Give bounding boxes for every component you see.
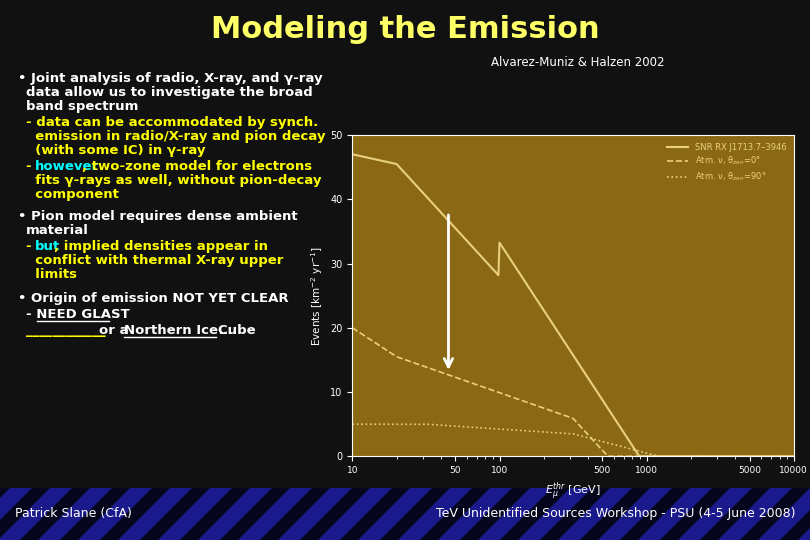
Line: Atm. ν, θ$_{zen}$=90°: Atm. ν, θ$_{zen}$=90° bbox=[352, 424, 794, 456]
Atm. ν, θ$_{zen}$=90° bbox=[347, 421, 357, 428]
Polygon shape bbox=[620, 488, 690, 540]
Atm. ν, θ$_{zen}$=0° bbox=[626, 453, 636, 460]
Text: but: but bbox=[35, 240, 60, 253]
Atm. ν, θ$_{zen}$=0° bbox=[669, 453, 679, 460]
Atm. ν, θ$_{zen}$=90° bbox=[669, 453, 679, 460]
Text: …: … bbox=[219, 324, 232, 337]
Bar bbox=[0, 488, 810, 540]
Polygon shape bbox=[340, 488, 410, 540]
Y-axis label: Events [km$^{-2}$ yr$^{-1}$]: Events [km$^{-2}$ yr$^{-1}$] bbox=[309, 246, 325, 346]
SNR RX J1713.7–3946 bbox=[492, 269, 501, 276]
Polygon shape bbox=[220, 488, 290, 540]
Text: band spectrum: band spectrum bbox=[26, 100, 139, 113]
Atm. ν, θ$_{zen}$=90° bbox=[492, 426, 501, 432]
Atm. ν, θ$_{zen}$=90° bbox=[522, 428, 532, 434]
Text: or a: or a bbox=[99, 324, 133, 337]
Polygon shape bbox=[0, 488, 10, 540]
Text: • Origin of emission NOT YET CLEAR: • Origin of emission NOT YET CLEAR bbox=[18, 292, 288, 305]
Atm. ν, θ$_{zen}$=90° bbox=[655, 453, 665, 460]
Text: Patrick Slane (CfA): Patrick Slane (CfA) bbox=[15, 508, 132, 521]
Atm. ν, θ$_{zen}$=0° bbox=[789, 453, 799, 460]
Text: (with some IC) in γ-ray: (with some IC) in γ-ray bbox=[26, 144, 206, 157]
Text: TeV Unidentified Sources Workshop - PSU (4-5 June 2008): TeV Unidentified Sources Workshop - PSU … bbox=[436, 508, 795, 521]
Polygon shape bbox=[660, 488, 730, 540]
Legend: SNR RX J1713.7–3946, Atm. ν, θ$_{zen}$=0°, Atm. ν, θ$_{zen}$=90°: SNR RX J1713.7–3946, Atm. ν, θ$_{zen}$=0… bbox=[664, 139, 790, 186]
Text: • Joint analysis of radio, X-ray, and γ-ray: • Joint analysis of radio, X-ray, and γ-… bbox=[18, 72, 322, 85]
SNR RX J1713.7–3946 bbox=[347, 151, 357, 158]
SNR RX J1713.7–3946 bbox=[635, 453, 645, 460]
Text: component: component bbox=[26, 188, 119, 201]
Atm. ν, θ$_{zen}$=0° bbox=[667, 453, 677, 460]
Text: fits γ-rays as well, without pion-decay: fits γ-rays as well, without pion-decay bbox=[26, 174, 322, 187]
Polygon shape bbox=[180, 488, 250, 540]
Polygon shape bbox=[100, 488, 170, 540]
Polygon shape bbox=[260, 488, 330, 540]
Text: - data can be accommodated by synch.: - data can be accommodated by synch. bbox=[26, 116, 318, 129]
SNR RX J1713.7–3946 bbox=[401, 171, 411, 177]
Polygon shape bbox=[540, 488, 610, 540]
Text: however: however bbox=[35, 160, 99, 173]
Text: emission in radio/X-ray and pion decay: emission in radio/X-ray and pion decay bbox=[26, 130, 326, 143]
Polygon shape bbox=[380, 488, 450, 540]
Text: limits: limits bbox=[26, 268, 77, 281]
Text: conflict with thermal X-ray upper: conflict with thermal X-ray upper bbox=[26, 254, 284, 267]
SNR RX J1713.7–3946 bbox=[669, 453, 679, 460]
Text: Modeling the Emission: Modeling the Emission bbox=[211, 16, 599, 44]
Text: data allow us to investigate the broad: data allow us to investigate the broad bbox=[26, 86, 313, 99]
SNR RX J1713.7–3946 bbox=[522, 282, 532, 288]
Line: SNR RX J1713.7–3946: SNR RX J1713.7–3946 bbox=[352, 154, 794, 456]
Text: , implied densities appear in: , implied densities appear in bbox=[54, 240, 268, 253]
Atm. ν, θ$_{zen}$=90° bbox=[789, 453, 799, 460]
Text: ____________: ____________ bbox=[26, 324, 105, 337]
SNR RX J1713.7–3946 bbox=[667, 453, 677, 460]
Atm. ν, θ$_{zen}$=90° bbox=[401, 421, 411, 428]
Atm. ν, θ$_{zen}$=0° bbox=[492, 388, 501, 395]
Atm. ν, θ$_{zen}$=0° bbox=[401, 356, 411, 363]
Polygon shape bbox=[60, 488, 130, 540]
Atm. ν, θ$_{zen}$=90° bbox=[625, 446, 635, 452]
Polygon shape bbox=[700, 488, 770, 540]
Polygon shape bbox=[740, 488, 810, 540]
Text: material: material bbox=[26, 224, 89, 237]
Line: Atm. ν, θ$_{zen}$=0°: Atm. ν, θ$_{zen}$=0° bbox=[352, 328, 794, 456]
Polygon shape bbox=[580, 488, 650, 540]
Polygon shape bbox=[780, 488, 810, 540]
Text: -: - bbox=[26, 240, 36, 253]
Atm. ν, θ$_{zen}$=0° bbox=[347, 325, 357, 331]
Text: - NEED GLAST: - NEED GLAST bbox=[26, 308, 130, 321]
Text: • Pion model requires dense ambient: • Pion model requires dense ambient bbox=[18, 210, 297, 223]
Text: , two-zone model for electrons: , two-zone model for electrons bbox=[82, 160, 312, 173]
Atm. ν, θ$_{zen}$=90° bbox=[667, 453, 677, 460]
Atm. ν, θ$_{zen}$=0° bbox=[603, 453, 613, 460]
Text: -: - bbox=[26, 160, 36, 173]
Polygon shape bbox=[460, 488, 530, 540]
X-axis label: $E_{\mu}^{thr}$ [GeV]: $E_{\mu}^{thr}$ [GeV] bbox=[545, 481, 601, 503]
Polygon shape bbox=[300, 488, 370, 540]
Polygon shape bbox=[0, 488, 50, 540]
Text: Northern IceCube: Northern IceCube bbox=[124, 324, 256, 337]
Text: Alvarez-Muniz & Halzen 2002: Alvarez-Muniz & Halzen 2002 bbox=[491, 56, 665, 69]
SNR RX J1713.7–3946 bbox=[789, 453, 799, 460]
SNR RX J1713.7–3946 bbox=[625, 439, 635, 446]
Polygon shape bbox=[500, 488, 570, 540]
Polygon shape bbox=[420, 488, 490, 540]
Polygon shape bbox=[20, 488, 90, 540]
Atm. ν, θ$_{zen}$=0° bbox=[522, 399, 532, 406]
Polygon shape bbox=[140, 488, 210, 540]
